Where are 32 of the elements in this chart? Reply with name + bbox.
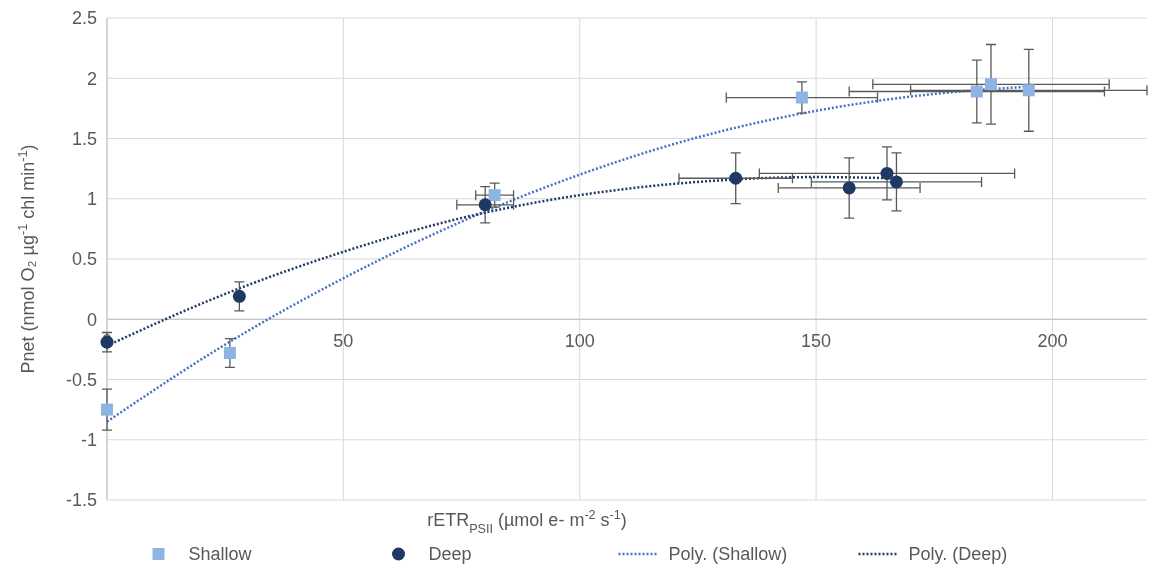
point (970, 85, 983, 98)
y-tick-label: -1.5 (65, 490, 97, 511)
point (100, 335, 114, 349)
x-axis-title: rETR$_{PSII}$ (µmol e- m$^{-2}$ s$^{-1}$) (427, 508, 627, 536)
point (842, 181, 856, 195)
point (985, 78, 997, 91)
x-tick-label: 50 (333, 331, 354, 352)
point (223, 346, 236, 359)
x-tick-label: 200 (1037, 331, 1068, 352)
point (488, 189, 501, 202)
y-tick-label: 0 (86, 309, 97, 330)
y-tick-label: 1.5 (71, 128, 97, 149)
point (729, 171, 743, 185)
legend-label: Poly. (Deep) (908, 544, 1008, 565)
y-tick-label: 2.5 (71, 8, 97, 29)
legend-label: Poly. (Shallow) (668, 544, 788, 565)
x-tick-label: 150 (801, 331, 832, 352)
point (795, 91, 808, 104)
point (478, 198, 492, 212)
y-tick-label: -0.5 (65, 369, 97, 390)
y-tick-label: 1 (86, 189, 97, 210)
y-tick-label: -1 (80, 430, 97, 451)
legend-label: Deep (428, 544, 472, 565)
y-tick-label: 0.5 (71, 249, 97, 270)
legend-label: Shallow (188, 544, 253, 565)
point (232, 289, 246, 303)
point (101, 403, 113, 416)
y-tick-label: 2 (86, 68, 97, 89)
point (889, 175, 903, 189)
point (1022, 84, 1035, 97)
x-tick-label: 100 (564, 331, 595, 352)
point (880, 166, 894, 180)
